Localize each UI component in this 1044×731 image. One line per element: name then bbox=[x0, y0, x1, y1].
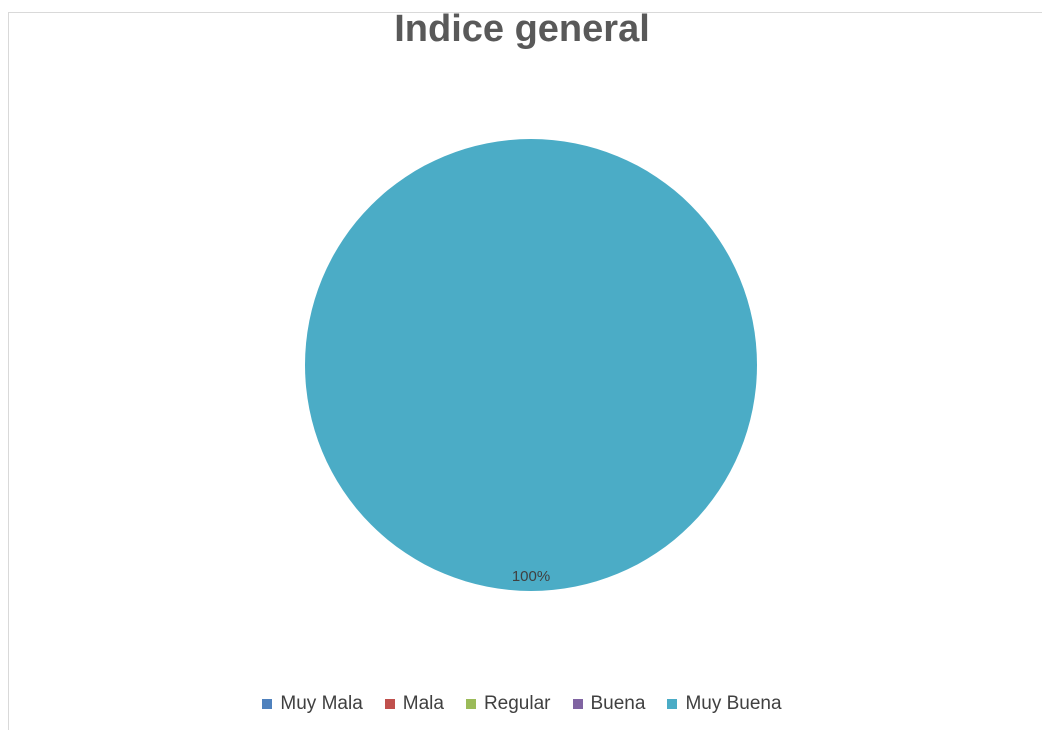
chart-title: Indice general bbox=[394, 8, 650, 50]
legend-label-muy-buena: Muy Buena bbox=[685, 693, 782, 714]
legend-item-buena: Buena bbox=[572, 693, 646, 715]
legend-label-muy-mala: Muy Mala bbox=[280, 693, 363, 714]
legend-swatch-muy-mala bbox=[262, 699, 273, 709]
legend-swatch-mala bbox=[384, 699, 395, 709]
pie-slices bbox=[305, 139, 757, 591]
legend-label-buena: Buena bbox=[590, 693, 646, 714]
legend-item-muy-buena: Muy Buena bbox=[667, 693, 782, 715]
legend-swatch-muy-buena bbox=[667, 699, 678, 709]
data-label-muy-buena: 100% bbox=[512, 568, 550, 585]
legend-item-mala: Mala bbox=[384, 693, 444, 715]
pie-slice-muy-buena bbox=[305, 139, 757, 591]
pie-labels: 100% bbox=[512, 568, 550, 585]
legend-item-muy-mala: Muy Mala bbox=[262, 693, 363, 715]
legend-swatch-buena bbox=[572, 699, 583, 709]
legend-label-regular: Regular bbox=[483, 693, 551, 714]
legend-label-mala: Mala bbox=[402, 693, 444, 714]
legend-item-regular: Regular bbox=[465, 693, 551, 715]
legend-swatch-regular bbox=[465, 699, 476, 709]
legend: Muy Mala Mala Regular Buena Muy Buena bbox=[0, 693, 1044, 715]
